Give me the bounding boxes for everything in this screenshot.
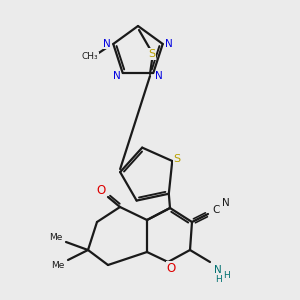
Text: N: N [103, 39, 111, 49]
Text: S: S [174, 154, 181, 164]
Text: C: C [212, 205, 220, 215]
Text: N: N [155, 71, 163, 81]
Text: N: N [113, 71, 121, 81]
Text: N: N [222, 198, 230, 208]
Text: H: H [214, 275, 221, 284]
Text: H: H [224, 272, 230, 280]
Text: CH₃: CH₃ [82, 52, 99, 62]
Text: N: N [214, 265, 222, 275]
Text: N: N [165, 39, 172, 49]
Text: O: O [167, 262, 176, 275]
Text: O: O [96, 184, 106, 196]
Text: Me: Me [51, 262, 65, 271]
Text: Me: Me [49, 233, 63, 242]
Text: S: S [148, 49, 156, 59]
